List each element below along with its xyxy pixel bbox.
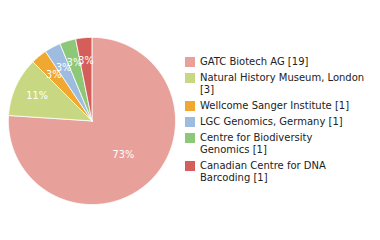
html-text:GATC Biotech AG [19]: GATC Biotech AG [19] xyxy=(199,56,309,67)
html-text:Natural History Museum, London: Natural History Museum, London [3] xyxy=(199,72,365,95)
html-text:Centre for Biodiversity Genomi: Centre for Biodiversity Genomics [1] xyxy=(199,132,313,155)
html-text:Canadian Centre for DNA Barcod: Canadian Centre for DNA Barcoding [1] xyxy=(199,160,326,183)
svg-text:3%: 3% xyxy=(46,68,62,80)
svg-text:11%: 11% xyxy=(26,90,48,101)
html-text:LGC Genomics, Germany [1]: LGC Genomics, Germany [1] xyxy=(199,116,343,127)
svg-text:3%: 3% xyxy=(55,61,72,73)
svg-text:73%: 73% xyxy=(113,148,135,159)
html-text:Wellcome Sanger Institute [1]: Wellcome Sanger Institute [1] xyxy=(199,100,350,111)
svg-text:3%: 3% xyxy=(78,55,93,66)
svg-text:3%: 3% xyxy=(66,57,83,68)
